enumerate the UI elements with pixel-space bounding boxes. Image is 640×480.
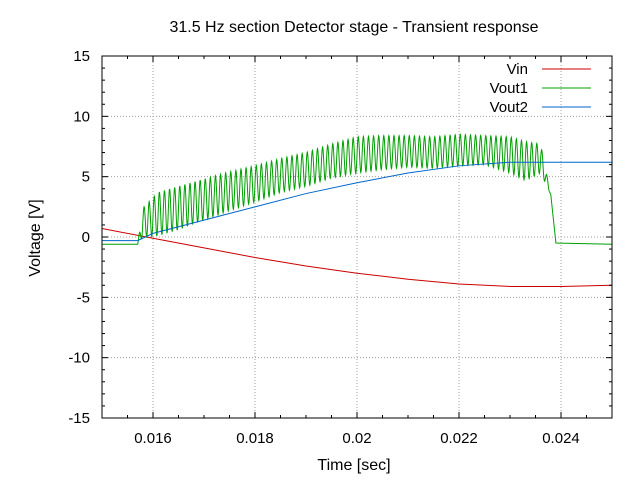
y-axis-label: Voltage [V] (27, 199, 44, 276)
x-tick-label: 0.022 (440, 430, 478, 447)
y-tick-label: 0 (82, 229, 90, 246)
x-tick-label: 0.024 (542, 430, 580, 447)
y-tick-label: -5 (77, 289, 90, 306)
legend-label-vout1: Vout1 (490, 80, 528, 97)
series-line-vin (101, 228, 613, 287)
y-tick-label: -15 (68, 410, 90, 427)
series-line-vout2 (102, 161, 612, 242)
y-tick-label: 15 (73, 48, 90, 65)
legend: Vin Vout1 Vout2 (490, 61, 591, 116)
x-tick-label: 0.016 (134, 430, 172, 447)
chart-title: 31.5 Hz section Detector stage - Transie… (169, 19, 538, 36)
axis-ticks: 0.016 0.018 0.02 0.022 0.024 15 10 5 0 -5 -10 -15 (68, 48, 612, 447)
x-tick-label: 0.018 (236, 430, 274, 447)
y-tick-label: -10 (68, 350, 90, 367)
y-tick-label: 5 (82, 169, 90, 186)
legend-label-vin: Vin (507, 61, 528, 78)
x-tick-label: 0.02 (342, 430, 371, 447)
series-lines (101, 132, 613, 287)
y-tick-label: 10 (73, 108, 90, 125)
x-axis-label: Time [sec] (317, 457, 390, 474)
series-line-vout1 (102, 132, 613, 245)
grid-lines (102, 56, 612, 418)
legend-label-vout2: Vout2 (490, 99, 528, 116)
